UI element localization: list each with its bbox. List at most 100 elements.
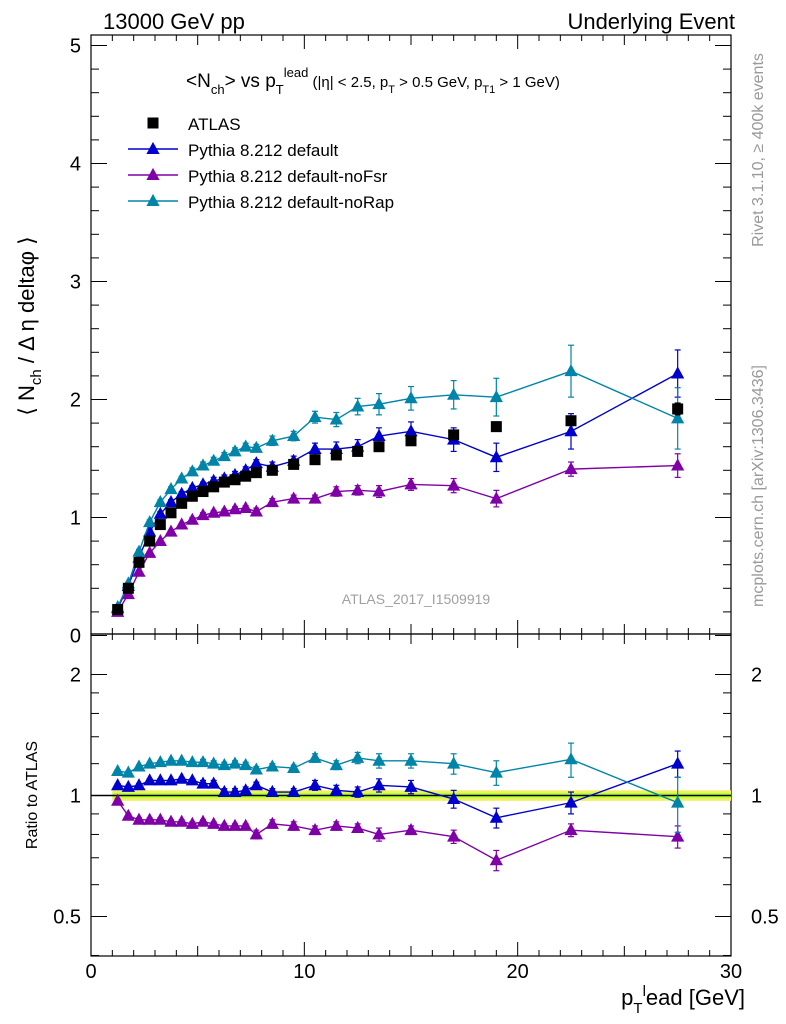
ratio-point-noRap [351, 750, 365, 763]
ratio-point-noFsr [308, 822, 322, 836]
ratio-point-noFsr [351, 820, 365, 833]
main-point-noFsr [404, 477, 418, 490]
main-point-noRap [175, 471, 189, 484]
ratio-y-tick-label: 1 [70, 786, 81, 808]
y-axis-label: ⟨ Nch / Δ η deltaφ ⟩ [14, 236, 45, 415]
main-point-noFsr [329, 484, 343, 497]
main-point-noFsr [175, 517, 189, 530]
ratio-point-noFsr [404, 822, 418, 836]
ratio-point-noRap [329, 757, 343, 771]
ratio-point-default [175, 771, 189, 784]
ratio-point-noRap [207, 756, 221, 769]
ratio-point-noRap [489, 765, 503, 778]
ratio-point-noFsr [217, 818, 231, 831]
ratio-point-default [351, 784, 365, 797]
legend-marker [146, 141, 160, 154]
main-point-noFsr [239, 500, 253, 514]
ratio-point-noFsr [111, 793, 125, 806]
main-point-noFsr [207, 505, 221, 518]
main-point-noFsr [164, 524, 178, 537]
ratio-point-default [132, 778, 146, 791]
main-point-atlas [154, 519, 166, 531]
main-point-noFsr [185, 512, 199, 525]
ratio-y-tick-label: 0.5 [53, 907, 81, 929]
main-series-default [111, 349, 685, 614]
ratio-point-noRap [447, 756, 461, 769]
ratio-point-noFsr [329, 818, 343, 831]
main-point-noRap [671, 411, 685, 424]
y-tick-label: 2 [70, 390, 81, 412]
ratio-point-noRap [265, 759, 279, 772]
main-point-default [489, 450, 503, 463]
main-point-noRap [143, 515, 157, 528]
ratio-y-tick-label-right: 0.5 [751, 907, 779, 929]
main-point-atlas [229, 474, 241, 486]
main-point-noRap [228, 444, 242, 457]
main-panel: 0 1 2 3 4 5 [70, 34, 732, 956]
legend-marker [146, 167, 160, 180]
ratio-point-noRap [217, 757, 231, 771]
y-tick-label: 0 [70, 626, 81, 648]
main-point-default [249, 456, 263, 469]
main-point-atlas [266, 464, 278, 476]
ratio-line-noFsr [117, 800, 678, 862]
main-point-noRap [265, 433, 279, 446]
ratio-point-noRap [308, 750, 322, 763]
main-point-noRap [308, 410, 322, 423]
main-point-noFsr [196, 507, 210, 521]
main-point-noFsr [351, 483, 365, 496]
data-marks [111, 344, 685, 872]
main-point-atlas [330, 449, 342, 461]
rivet-label: Rivet 3.1.10, ≥ 400k events [750, 53, 767, 247]
main-point-noRap [249, 440, 263, 453]
main-point-atlas [405, 435, 417, 447]
ratio-point-noRap [228, 756, 242, 769]
ratio-point-noRap [143, 756, 157, 769]
main-point-noRap [351, 399, 365, 412]
main-point-noFsr [287, 491, 301, 504]
main-point-noFsr [489, 491, 503, 504]
main-point-noFsr [153, 533, 167, 547]
ratio-point-default [143, 773, 157, 786]
x-axis-label: pTlead [GeV] [621, 983, 745, 1017]
main-point-atlas [672, 403, 684, 415]
ratio-point-noFsr [132, 812, 146, 825]
main-point-noFsr [671, 458, 685, 471]
ratio-point-noRap [564, 752, 578, 765]
ratio-series-default [111, 750, 685, 829]
ratio-point-default [447, 791, 461, 804]
ratio-point-default [228, 784, 242, 797]
main-point-noRap [489, 389, 503, 403]
x-tick-label: 0 [85, 961, 96, 983]
x-tick-label: 10 [293, 961, 315, 983]
main-point-atlas [112, 604, 124, 616]
main-point-atlas [240, 470, 252, 482]
ratio-point-default [196, 776, 210, 789]
ratio-point-default [671, 756, 685, 769]
main-point-atlas [352, 445, 364, 457]
main-series-atlas [112, 402, 684, 616]
ratio-point-default [239, 783, 253, 796]
legend-item: Pythia 8.212 default-noFsr [128, 167, 388, 186]
legend-item: ATLAS [147, 115, 241, 134]
main-point-default [153, 506, 167, 519]
ratio-y-tick-label: 2 [70, 664, 81, 686]
ratio-point-noFsr [372, 827, 386, 840]
ratio-y-tick-label-right: 2 [751, 664, 762, 686]
ratio-point-default [217, 784, 231, 797]
ratio-point-noRap [121, 765, 135, 778]
ratio-point-noFsr [447, 829, 461, 842]
main-point-noRap [239, 439, 253, 452]
main-point-noFsr [217, 504, 231, 517]
ratio-point-noFsr [175, 814, 189, 827]
main-point-atlas [218, 476, 230, 488]
ratio-point-noRap [111, 763, 125, 777]
main-point-atlas [144, 535, 156, 547]
ratio-point-noFsr [265, 816, 279, 829]
ratio-point-default [265, 784, 279, 797]
y-tick-label: 4 [70, 154, 81, 176]
ratio-point-noRap [185, 755, 199, 768]
main-point-atlas [197, 486, 209, 498]
ratio-point-noRap [671, 795, 685, 808]
